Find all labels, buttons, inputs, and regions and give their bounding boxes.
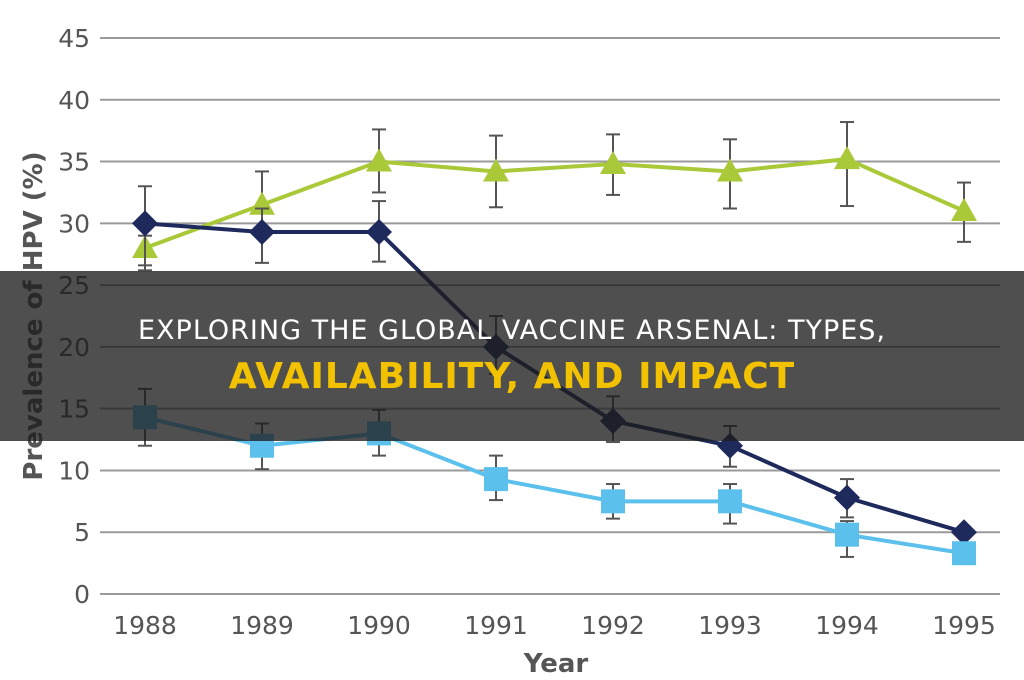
data-point (952, 541, 976, 566)
x-tick-label: 1989 (230, 611, 294, 640)
y-tick-label: 30 (58, 209, 90, 238)
data-point (835, 522, 859, 547)
series (132, 121, 977, 566)
data-point (717, 158, 743, 182)
data-point (718, 489, 742, 514)
banner-title-line-2: Availability, And Impact (228, 356, 796, 397)
data-point (132, 210, 158, 237)
x-tick-label: 1994 (815, 611, 879, 640)
data-point (483, 158, 509, 182)
x-tick-label: 1988 (113, 611, 177, 640)
x-axis-title: Year (523, 649, 589, 679)
banner-title-line-1: Exploring The Global Vaccine Arsenal: Ty… (137, 315, 887, 346)
data-point (600, 151, 626, 175)
data-point (834, 146, 860, 170)
data-point (249, 218, 275, 245)
x-tick-label: 1993 (698, 611, 762, 640)
y-tick-label: 5 (74, 518, 90, 547)
x-tick-label: 1992 (581, 611, 645, 640)
data-point (951, 197, 977, 221)
y-tick-label: 45 (58, 24, 90, 53)
x-tick-label: 1995 (932, 611, 996, 640)
data-point (484, 467, 508, 492)
data-point (366, 218, 392, 245)
y-tick-label: 0 (74, 580, 90, 609)
data-point (366, 148, 392, 172)
y-tick-label: 35 (58, 148, 90, 177)
data-point (834, 484, 860, 511)
series-triangle (132, 121, 977, 272)
x-tick-label: 1991 (464, 611, 528, 640)
series-line (144, 415, 965, 556)
series-square (133, 387, 976, 566)
x-tick-labels: 1988 1989 1990 1991 1992 1993 1994 1995 (113, 611, 996, 640)
x-tick-label: 1990 (347, 611, 411, 640)
title-banner: Exploring The Global Vaccine Arsenal: Ty… (0, 271, 1024, 441)
data-point (601, 489, 625, 514)
data-point (951, 519, 977, 546)
series-line (144, 157, 965, 250)
y-tick-label: 40 (58, 86, 90, 115)
y-tick-label: 10 (58, 456, 90, 485)
